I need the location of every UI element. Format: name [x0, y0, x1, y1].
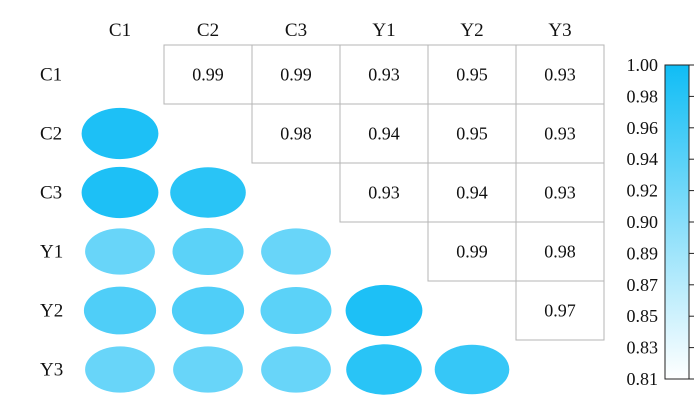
ellipse-y3-c2 — [173, 346, 243, 393]
colorbar-tick-label: 0.94 — [627, 149, 659, 169]
column-label-y1: Y1 — [372, 20, 395, 41]
ellipse-c3-c1 — [81, 166, 159, 219]
row-label-y1: Y1 — [40, 242, 63, 263]
colorbar-tick-label: 0.90 — [627, 212, 659, 232]
ellipse-y1-c2 — [172, 228, 244, 275]
row-label-y2: Y2 — [40, 301, 63, 322]
ellipse-y2-c2 — [171, 286, 245, 335]
value-label-c1-y1: 0.93 — [368, 65, 400, 85]
value-label-c1-c3: 0.99 — [280, 65, 312, 85]
column-label-y3: Y3 — [548, 20, 571, 41]
colorbar-gradient — [664, 64, 690, 380]
row-label-y3: Y3 — [40, 360, 63, 381]
ellipse-c3-c2 — [170, 167, 246, 218]
column-label-c1: C1 — [109, 20, 131, 41]
ellipse-y2-c3 — [260, 287, 332, 334]
value-label-c1-c2: 0.99 — [192, 65, 224, 85]
ellipse-y2-c1 — [83, 286, 157, 335]
value-label-y2-y3: 0.97 — [544, 301, 576, 321]
value-label-c2-y2: 0.95 — [456, 124, 488, 144]
column-label-c3: C3 — [285, 20, 307, 41]
value-label-c3-y1: 0.93 — [368, 183, 400, 203]
colorbar-tick-label: 1.00 — [627, 55, 659, 75]
colorbar-tick-label: 0.85 — [627, 306, 659, 326]
value-label-y1-y3: 0.98 — [544, 242, 576, 262]
column-label-y2: Y2 — [460, 20, 483, 41]
value-label-c3-y3: 0.93 — [544, 183, 576, 203]
ellipse-y1-c1 — [85, 228, 155, 275]
ellipse-y2-y1 — [345, 284, 423, 337]
colorbar-tick-label: 0.87 — [627, 275, 659, 295]
value-label-c3-y2: 0.94 — [456, 183, 488, 203]
colorbar-tick-label: 0.98 — [627, 86, 659, 106]
row-label-c1: C1 — [40, 65, 62, 86]
row-label-c2: C2 — [40, 124, 62, 145]
colorbar-tick-label: 0.83 — [627, 338, 659, 358]
ellipse-y1-c3 — [261, 228, 331, 275]
row-label-c3: C3 — [40, 183, 62, 204]
ellipse-y3-y1 — [346, 344, 422, 395]
value-label-c1-y2: 0.95 — [456, 65, 488, 85]
value-label-y1-y2: 0.99 — [456, 242, 488, 262]
colorbar-tick-label: 0.92 — [627, 181, 659, 201]
colorbar-tick-label: 0.81 — [627, 369, 659, 389]
value-label-c2-c3: 0.98 — [280, 124, 312, 144]
ellipse-c2-c1 — [81, 107, 159, 160]
value-label-c2-y1: 0.94 — [368, 124, 400, 144]
value-label-c2-y3: 0.93 — [544, 124, 576, 144]
column-label-c2: C2 — [197, 20, 219, 41]
ellipse-y3-c1 — [85, 346, 155, 393]
ellipse-y3-c3 — [261, 346, 331, 393]
colorbar-tick-label: 0.89 — [627, 243, 659, 263]
value-label-c1-y3: 0.93 — [544, 65, 576, 85]
colorbar-tick-label: 0.96 — [627, 118, 659, 138]
ellipse-y3-y2 — [434, 344, 510, 395]
colorbar: 1.00 0.98 0.96 0.94 0.92 0.90 0.89 0.87 0.85 0.83… — [627, 55, 694, 389]
cell-border-y2-y3 — [515, 280, 605, 341]
